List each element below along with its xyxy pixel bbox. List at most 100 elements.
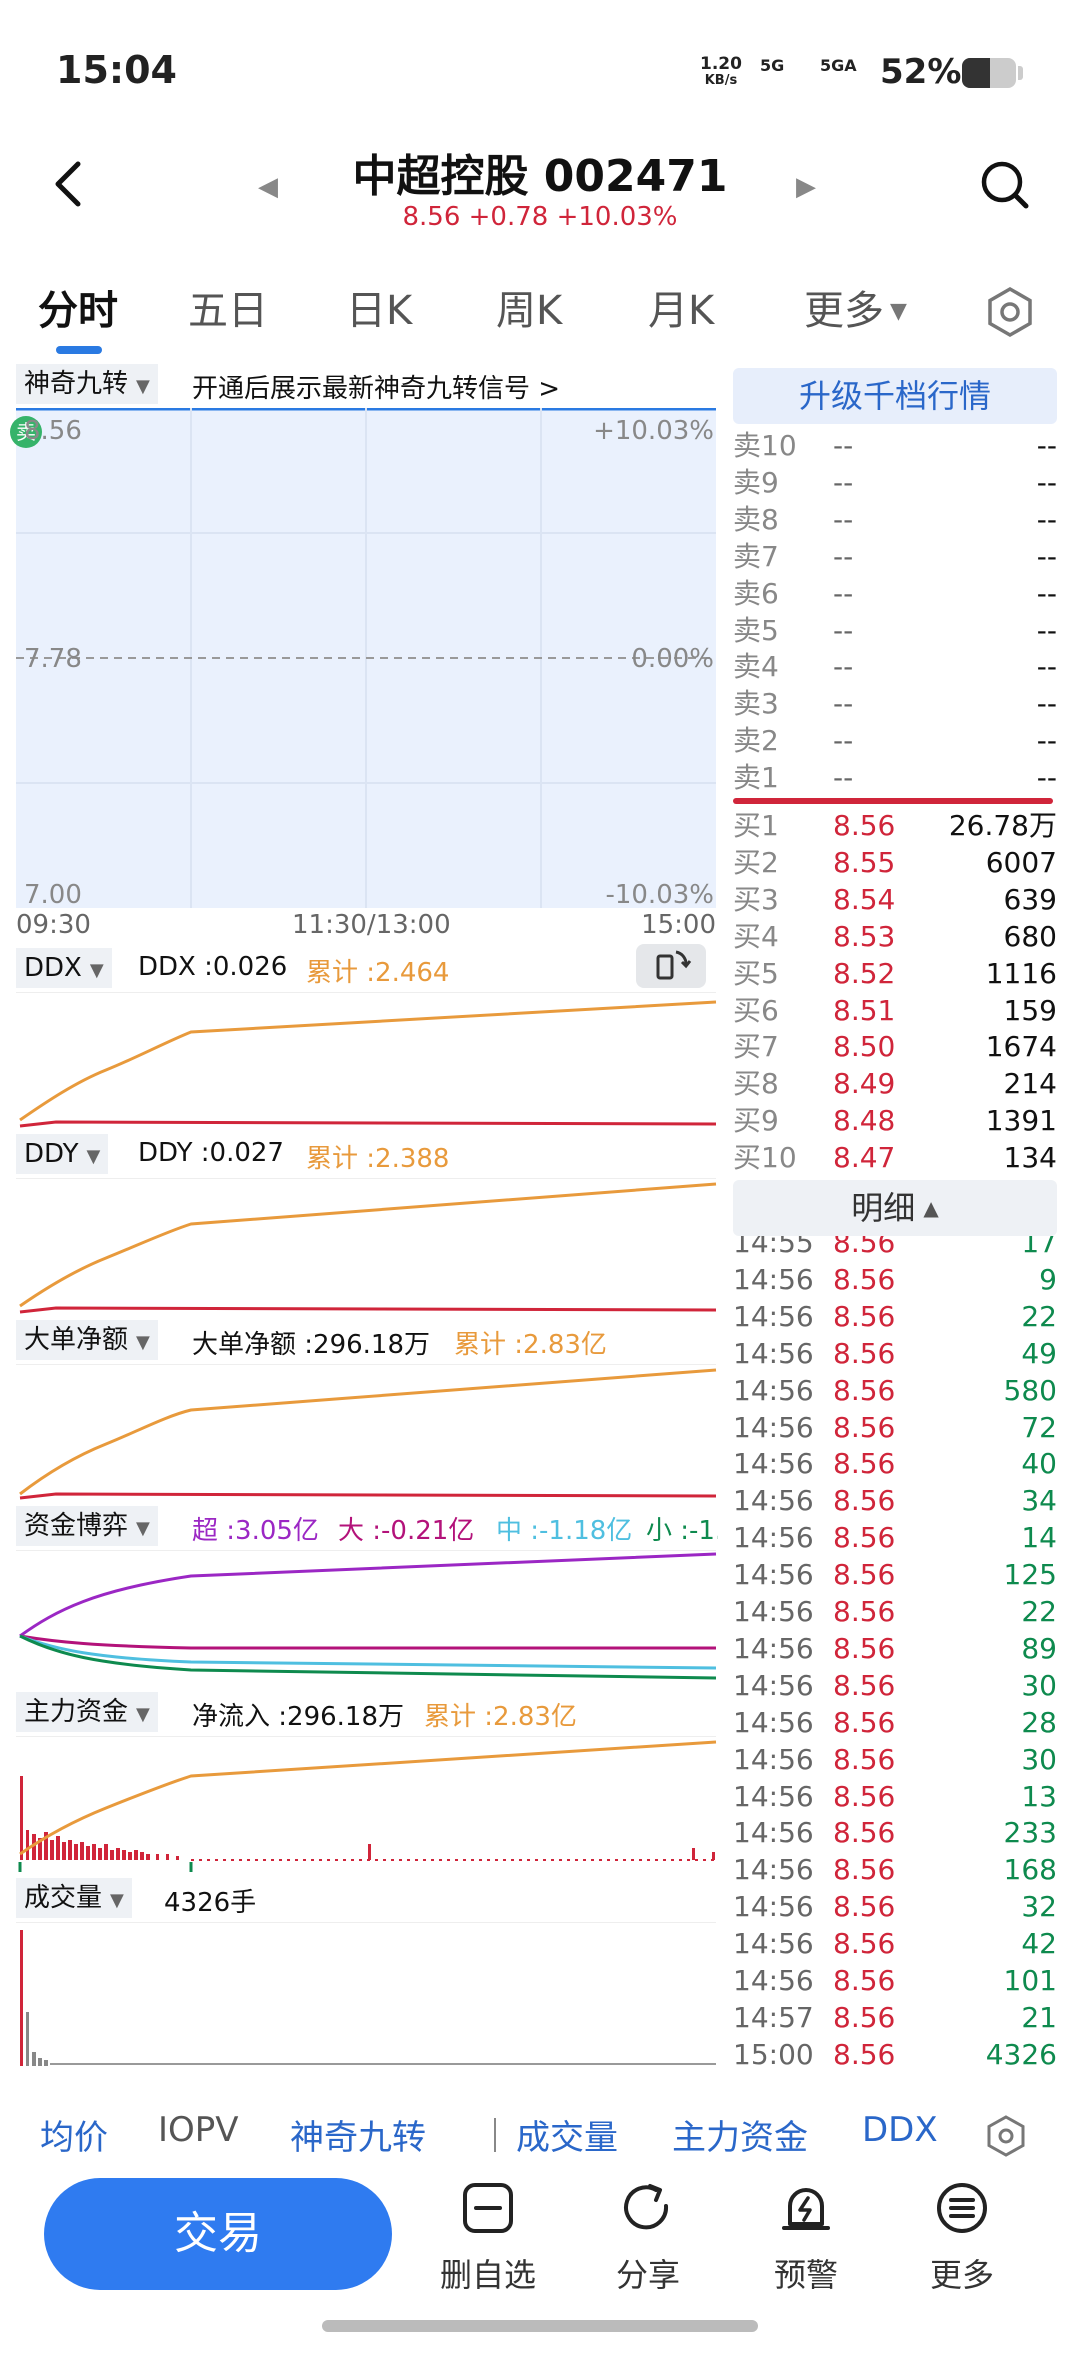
next-stock-icon[interactable]: ▶	[796, 172, 816, 202]
intraday-chart[interactable]: 神奇九转 ▼ 开通后展示最新神奇九转信号 > 卖 8.56 7.78 7.00 +…	[10, 364, 718, 924]
ddx-pane[interactable]: DDX ▼ DDX :0.026 累计 :2.464	[16, 944, 718, 1128]
tab-five-day[interactable]: 五日	[188, 288, 268, 334]
alert-button[interactable]: 预警	[736, 2180, 876, 2296]
big-order-pane[interactable]: 大单净额 ▼ 大单净额 :296.18万 累计 :2.83亿	[16, 1320, 718, 1500]
volume-selector[interactable]: 成交量 ▼	[16, 1878, 132, 1918]
volume-plot	[16, 1922, 716, 2066]
trade-price: 8.56	[833, 1816, 896, 1850]
trade-volume: 9	[1039, 1262, 1057, 1296]
home-indicator[interactable]	[322, 2320, 758, 2332]
level-label: 买5	[733, 956, 779, 990]
upgrade-depth-button[interactable]: 升级千档行情	[733, 368, 1057, 424]
ask-row: 卖1 -- --	[733, 760, 1057, 796]
tab-monthly-k[interactable]: 月K	[648, 288, 715, 334]
level-label: 买4	[733, 919, 779, 953]
trade-time: 14:56	[733, 1410, 814, 1444]
prev-stock-icon[interactable]: ◀	[258, 172, 278, 202]
time-start: 09:30	[16, 910, 91, 940]
trade-price: 8.56	[833, 1705, 896, 1739]
level-price: --	[833, 465, 854, 499]
level-volume: 680	[1003, 919, 1057, 953]
net-speed: 1.20 KB/s	[700, 54, 742, 88]
trade-volume: 13	[1021, 1779, 1057, 1813]
ddy-label: DDY	[24, 1139, 79, 1169]
trade-time: 14:56	[733, 1262, 814, 1296]
trade-time: 14:56	[733, 1742, 814, 1776]
more-icon	[937, 2183, 987, 2233]
level-volume: 134	[1003, 1141, 1057, 1175]
ddy-pane[interactable]: DDY ▼ DDY :0.027 累计 :2.388	[16, 1134, 718, 1314]
trade-price: 8.56	[833, 1299, 896, 1333]
trade-row: 14:56 8.56 101	[733, 1962, 1057, 1999]
time-end: 15:00	[641, 910, 716, 940]
level-volume: 159	[1003, 993, 1057, 1027]
tab-more-label: 更多	[804, 288, 884, 334]
settings-gear-icon[interactable]	[984, 286, 1036, 338]
dropdown-icon: ▼	[89, 960, 104, 981]
signal-link[interactable]: 开通后展示最新神奇九转信号 >	[192, 374, 561, 404]
level-volume: --	[1036, 724, 1057, 758]
volume-pane[interactable]: 成交量 ▼ 4326手	[16, 1878, 718, 2068]
ddy-cum: 累计 :2.388	[306, 1144, 450, 1174]
trade-price: 8.56	[833, 1521, 896, 1555]
trade-button[interactable]: 交易	[44, 2178, 392, 2290]
dropdown-icon: ▼	[136, 1518, 150, 1539]
indicator-selector[interactable]: 神奇九转 ▼	[16, 364, 158, 404]
tab-intraday[interactable]: 分时	[38, 288, 118, 334]
back-icon[interactable]	[44, 154, 94, 214]
indicator-settings-icon[interactable]	[984, 2114, 1028, 2158]
trade-row: 14:56 8.56 30	[733, 1667, 1057, 1704]
trade-price: 8.56	[833, 1927, 896, 1961]
ind-iopv[interactable]: IOPV	[158, 2110, 239, 2150]
fund-game-selector[interactable]: 资金博弈 ▼	[16, 1506, 158, 1546]
details-header[interactable]: 明细 ▲	[733, 1180, 1057, 1236]
level-label: 买1	[733, 809, 779, 842]
tab-weekly-k[interactable]: 周K	[496, 288, 563, 334]
share-button[interactable]: 分享	[578, 2180, 718, 2296]
trade-row: 14:56 8.56 580	[733, 1372, 1057, 1409]
trade-row: 14:56 8.56 34	[733, 1482, 1057, 1519]
trade-row: 14:56 8.56 22	[733, 1298, 1057, 1335]
tab-daily-k[interactable]: 日K	[346, 288, 413, 334]
search-icon[interactable]	[978, 158, 1032, 212]
ind-avg-price[interactable]: 均价	[40, 2118, 108, 2158]
fund-super: 超 :3.05亿	[192, 1516, 319, 1546]
trade-volume: 42	[1021, 1927, 1057, 1961]
level-volume: 26.78万	[948, 809, 1057, 842]
ind-main-fund[interactable]: 主力资金	[672, 2118, 808, 2158]
tab-more[interactable]: 更多 ▼	[804, 278, 907, 336]
trade-row: 14:57 8.56 21	[733, 1999, 1057, 2036]
trade-volume: 49	[1021, 1336, 1057, 1370]
ask-row: 卖7 -- --	[733, 539, 1057, 575]
trade-time: 14:56	[733, 1816, 814, 1850]
ask-row: 卖10 -- --	[733, 428, 1057, 464]
bid-row: 买5 8.52 1116	[733, 956, 1057, 992]
main-fund-selector[interactable]: 主力资金 ▼	[16, 1692, 158, 1732]
rotate-icon[interactable]	[636, 944, 706, 988]
trade-details[interactable]: 14:55 8.56 17 14:56 8.56 9 14:56 8.56 22 14:56 8.5…	[733, 1236, 1057, 2072]
ind-ddx[interactable]: DDX	[862, 2110, 938, 2150]
spread-divider	[733, 798, 1053, 804]
remove-watchlist-button[interactable]: 删自选	[418, 2180, 558, 2296]
ask-row: 卖8 -- --	[733, 502, 1057, 538]
status-bar: 15:04 1.20 KB/s 5G 5GA 52%	[0, 0, 1080, 130]
trade-time: 14:57	[733, 2000, 814, 2034]
ddy-selector[interactable]: DDY ▼	[16, 1134, 109, 1174]
main-fund-pane[interactable]: 主力资金 ▼ 净流入 :296.18万 累计 :2.83亿	[16, 1692, 718, 1872]
bid-row: 买9 8.48 1391	[733, 1103, 1057, 1139]
trade-price: 8.56	[833, 1853, 896, 1887]
level-label: 买10	[733, 1141, 797, 1175]
indicator-divider	[494, 2118, 496, 2152]
big-order-cum: 累计 :2.83亿	[454, 1330, 607, 1360]
big-order-selector[interactable]: 大单净额 ▼	[16, 1320, 158, 1360]
trade-row: 14:56 8.56 13	[733, 1778, 1057, 1815]
trade-time: 14:56	[733, 1484, 814, 1518]
trade-row: 14:55 8.56 17	[733, 1236, 1057, 1261]
ind-magic-nine[interactable]: 神奇九转	[290, 2118, 426, 2158]
ddx-selector[interactable]: DDX ▼	[16, 948, 112, 988]
more-button[interactable]: 更多	[892, 2180, 1032, 2296]
trade-volume: 30	[1021, 1742, 1057, 1776]
main-fund-cum: 累计 :2.83亿	[424, 1702, 577, 1732]
fund-game-pane[interactable]: 资金博弈 ▼ 超 :3.05亿 大 :-0.21亿 中 :-1.18亿 小 :-1…	[16, 1506, 718, 1686]
ind-volume[interactable]: 成交量	[516, 2118, 618, 2158]
